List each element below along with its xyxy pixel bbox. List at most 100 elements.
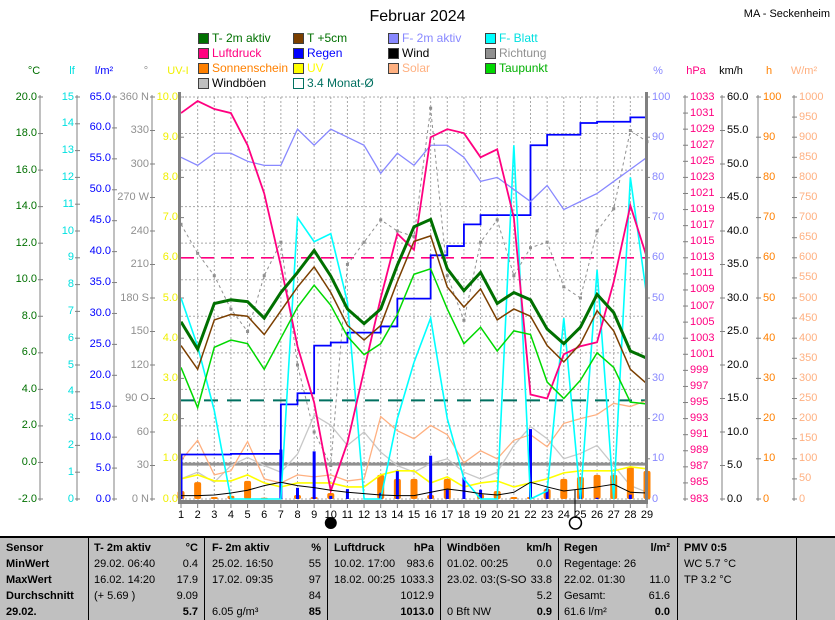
axis-label: 0.0 (727, 492, 743, 505)
axis-label: 300 (799, 371, 818, 384)
table-col-title: F- 2m aktiv (212, 542, 270, 554)
axis-label: 11 (62, 197, 74, 210)
axis-label: 983 (690, 492, 709, 505)
table-cell-text: 0 Bft NW (447, 606, 492, 618)
x-day-label: 3 (211, 509, 218, 521)
table-col-title: Luftdruck (334, 542, 385, 554)
axis-label: 5 (67, 358, 74, 371)
axis-label: 2.0 (162, 412, 178, 425)
axis-label: 50 (763, 291, 776, 304)
axis-label: 993 (690, 412, 709, 425)
marker-Richtung (562, 285, 566, 289)
bar-Regen (345, 489, 349, 499)
legend-swatch (485, 63, 496, 74)
axis-label: 1000 (799, 90, 824, 103)
table-cell-text: 29.02. 06:40 (94, 558, 156, 570)
axis-label: 1013 (690, 251, 715, 264)
series-T +5cm (180, 234, 648, 385)
axis-label: 850 (799, 150, 818, 163)
legend-label: Taupunkt (499, 61, 548, 75)
x-day-label: 8 (294, 509, 301, 521)
table-cell-value: 0.9 (536, 606, 552, 618)
axis-label: 995 (690, 396, 709, 409)
axis-label: 450 (799, 311, 818, 324)
marker-Richtung (262, 274, 266, 278)
axis-label: 6.0 (21, 346, 37, 359)
axis-label: 0 (67, 492, 74, 505)
axis-unit-km/h: km/h (719, 65, 743, 77)
full-moon-icon (568, 516, 583, 530)
axis-label: 1027 (690, 138, 715, 151)
axis-label: 270 W (117, 191, 149, 203)
axis-label: 15.0 (89, 399, 111, 412)
table-cell-text: 18.02. 00:25 (334, 574, 396, 586)
axis-label: -2.0 (18, 492, 37, 505)
axis-unit-l/m²: l/m² (94, 65, 114, 77)
axis-label: 20.0 (15, 90, 37, 103)
x-day-label: 23 (541, 509, 554, 521)
legend-label: F- 2m aktiv (402, 31, 462, 45)
axis-label: 14 (61, 117, 74, 130)
table-row-label: Sensor (6, 542, 44, 554)
axis-label: 50.0 (727, 157, 749, 170)
table-cell-value: 1013.0 (400, 606, 434, 618)
axis-label: 9 (67, 251, 74, 264)
x-day-label: 12 (357, 509, 371, 521)
bar-Sonnenschein (510, 496, 518, 499)
table-col-title: T- 2m aktiv (94, 542, 151, 554)
series-Richtung (180, 108, 648, 468)
axis-label: 30 (136, 459, 149, 471)
axis-label: 8.0 (162, 170, 178, 183)
legend-label: Luftdruck (212, 46, 262, 60)
axis-label: 1001 (690, 347, 715, 360)
axis-label: 100 (799, 452, 818, 465)
marker-Richtung (462, 318, 466, 322)
axis-label: 1.0 (162, 452, 178, 465)
legend-item: T- 2m aktiv (198, 32, 293, 45)
marker-Richtung (412, 235, 416, 239)
axis-unit-°C: °C (27, 65, 41, 77)
axis-label: 10.0 (89, 430, 111, 443)
legend-swatch (485, 33, 496, 44)
bar-Regen (429, 455, 433, 499)
marker-Richtung (628, 129, 632, 132)
axis-label: 5.0 (727, 459, 743, 471)
axis-label: 6 (67, 331, 74, 344)
bar-Regen (529, 429, 532, 499)
marker-Richtung (495, 218, 499, 222)
table-cell-text: (+ 5.69 ) (94, 590, 136, 602)
table-cell-value: 84 (308, 590, 321, 602)
axis-label: 100 (763, 90, 782, 103)
axis-label: 985 (690, 476, 709, 489)
axis-label: 60 (763, 251, 776, 264)
axis-label: 25.0 (89, 337, 111, 350)
axis-label: 650 (799, 231, 818, 244)
new-moon-icon (324, 517, 337, 529)
axis-label: 150 (799, 432, 818, 445)
marker-Richtung (612, 207, 616, 211)
axis-label: 2 (67, 438, 74, 451)
axis-label: 180 S (120, 291, 149, 304)
axis-label: 550 (799, 271, 818, 284)
bar-Sonnenschein (194, 482, 202, 499)
axis-label: 1 (67, 465, 74, 478)
legend-item: F- Blatt (485, 32, 580, 45)
x-day-label: 16 (424, 509, 437, 521)
axis-unit-h: h (765, 65, 773, 77)
table-cell-text: Regentage: 26 (564, 558, 637, 570)
axis-label: 989 (690, 444, 709, 457)
axis-label: 7.0 (162, 211, 178, 224)
axis-label: 1025 (690, 154, 715, 167)
page-title: Februar 2024 (369, 8, 466, 25)
series-Taupunkt (180, 267, 648, 410)
table-col-unit: °C (185, 542, 198, 554)
marker-Richtung (545, 240, 549, 244)
axis-label: 2.0 (21, 419, 37, 432)
table-col-unit: l/m² (650, 542, 670, 554)
axis-unit-hPa: hPa (686, 65, 706, 77)
axis-label: 30.0 (727, 291, 749, 304)
axis-label: 100 (652, 90, 671, 103)
legend-label: 3.4 Monat-Ø (307, 76, 374, 90)
bar-Regen (479, 489, 483, 499)
